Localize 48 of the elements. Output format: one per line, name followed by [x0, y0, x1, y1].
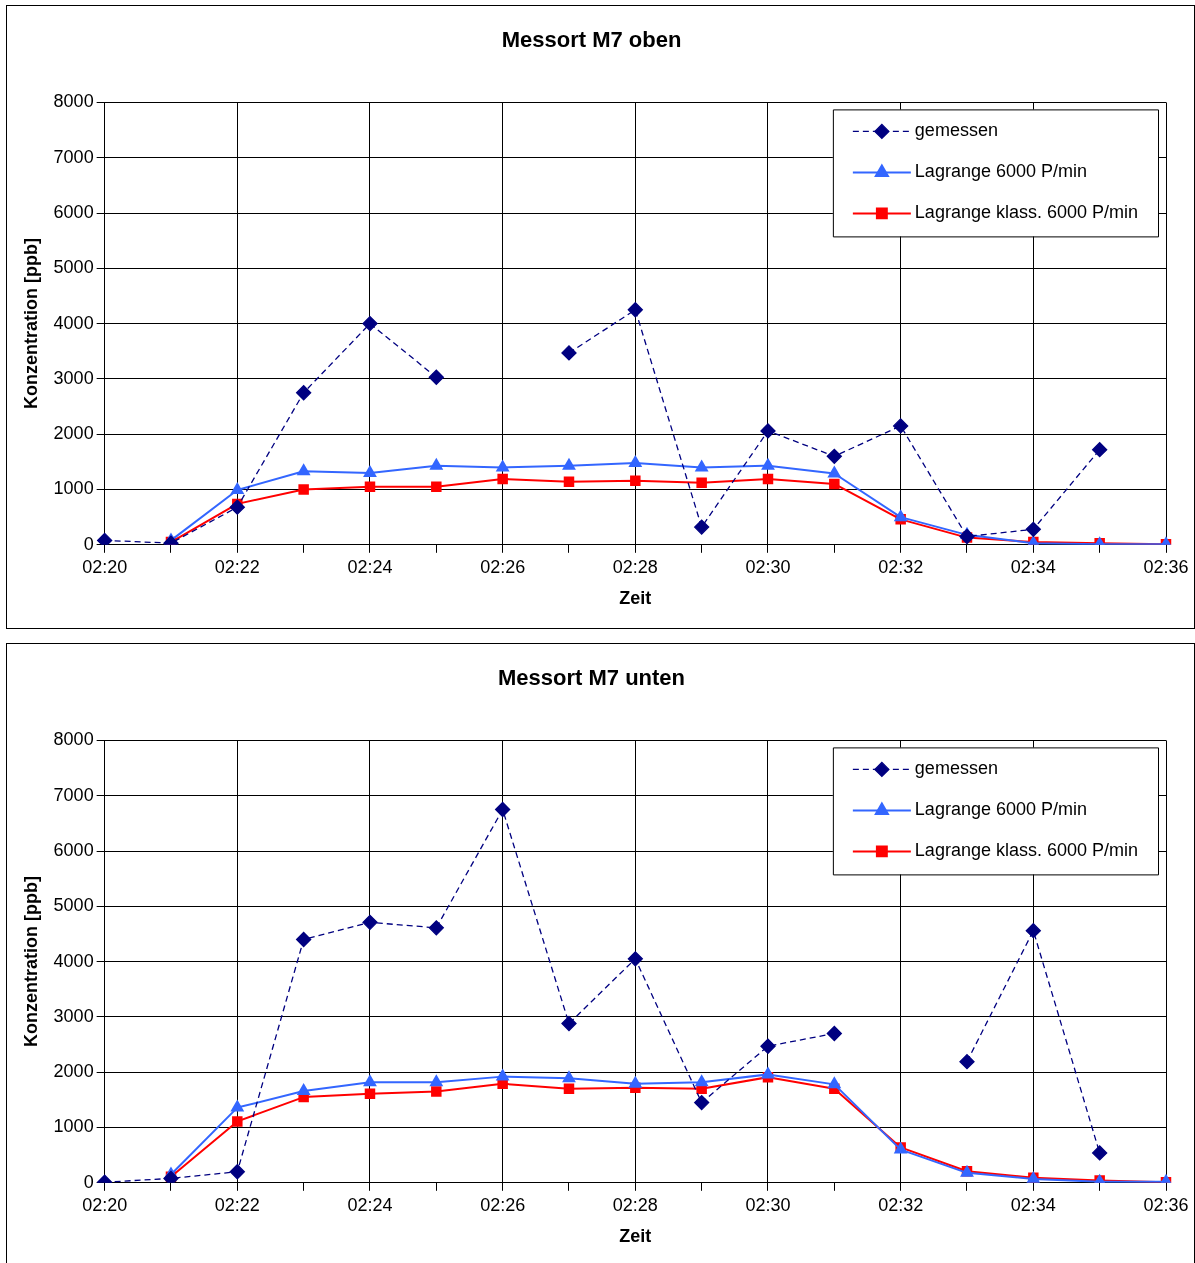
y-tick-label: 5000	[53, 257, 94, 278]
x-tick-label: 02:20	[82, 1194, 128, 1215]
x-tick-label: 02:24	[347, 1194, 393, 1215]
x-tick-label: 02:20	[82, 556, 128, 577]
x-tick-label: 02:34	[1010, 556, 1056, 577]
y-axis-title: Konzentration [ppb]	[20, 238, 41, 410]
y-tick-label: 0	[83, 533, 94, 554]
x-tick-label: 02:28	[612, 1194, 658, 1215]
y-tick-label: 2000	[53, 1061, 94, 1082]
legend-label: gemessen	[914, 758, 998, 779]
y-tick-label: 4000	[53, 950, 94, 971]
legend-label: Lagrange klass. 6000 P/min	[914, 840, 1138, 861]
y-tick-label: 1000	[53, 478, 94, 499]
y-tick-label: 4000	[53, 312, 94, 333]
x-tick-label: 02:26	[480, 556, 526, 577]
y-axis-title: Konzentration [ppb]	[20, 876, 41, 1048]
legend-label: Lagrange 6000 P/min	[914, 799, 1087, 820]
x-tick-label: 02:30	[745, 1194, 791, 1215]
x-tick-label: 02:22	[214, 556, 260, 577]
x-tick-label: 02:28	[612, 556, 658, 577]
y-tick-label: 3000	[53, 367, 94, 388]
y-tick-label: 8000	[53, 91, 94, 112]
legend-label: gemessen	[914, 120, 998, 141]
x-tick-label: 02:34	[1010, 1194, 1056, 1215]
chart-title: Messort M7 oben	[501, 27, 682, 53]
legend-label: Lagrange klass. 6000 P/min	[914, 202, 1138, 223]
x-axis-title: Zeit	[619, 1226, 652, 1247]
legend-label: Lagrange 6000 P/min	[914, 161, 1087, 182]
x-tick-label: 02:22	[214, 1194, 260, 1215]
x-tick-label: 02:32	[878, 1194, 924, 1215]
y-tick-label: 6000	[53, 839, 94, 860]
x-tick-label: 02:36	[1143, 556, 1189, 577]
y-tick-label: 7000	[53, 784, 94, 805]
chart-title: Messort M7 unten	[497, 665, 686, 691]
y-tick-label: 1000	[53, 1116, 94, 1137]
y-tick-label: 7000	[53, 146, 94, 167]
x-tick-label: 02:36	[1143, 1194, 1189, 1215]
x-tick-label: 02:32	[878, 556, 924, 577]
y-tick-label: 3000	[53, 1005, 94, 1026]
x-tick-label: 02:24	[347, 556, 393, 577]
y-tick-label: 6000	[53, 201, 94, 222]
x-axis-title: Zeit	[619, 588, 652, 609]
y-tick-label: 2000	[53, 423, 94, 444]
y-tick-label: 5000	[53, 895, 94, 916]
y-tick-label: 8000	[53, 729, 94, 750]
y-tick-label: 0	[83, 1171, 94, 1192]
x-tick-label: 02:30	[745, 556, 791, 577]
x-tick-label: 02:26	[480, 1194, 526, 1215]
